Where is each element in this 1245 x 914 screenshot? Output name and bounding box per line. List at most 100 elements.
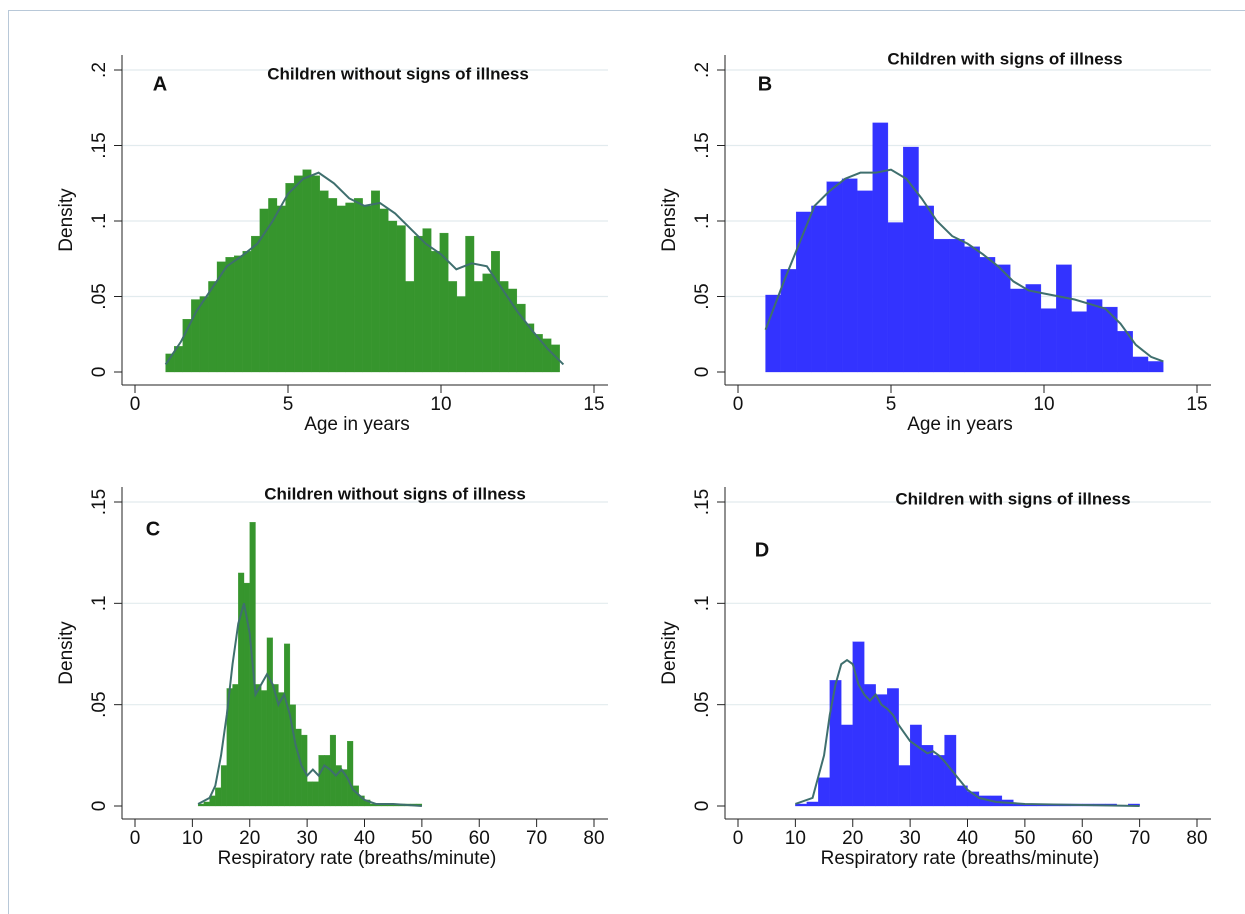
bar	[431, 251, 440, 373]
bar	[482, 273, 492, 373]
bar	[215, 787, 222, 807]
bar	[933, 238, 950, 373]
bar	[1056, 264, 1072, 373]
x-tick-label: 60	[1072, 828, 1093, 849]
panel: 0 .05 .1 .15 0 10 20 30 40 50 60 70 80 Respiratory ra…	[659, 487, 1211, 869]
y-tick-label: 0	[692, 801, 713, 812]
x-axis-label: Respiratory rate (breaths/minute)	[218, 848, 497, 869]
density-curve	[164, 171, 565, 366]
y-tick-label: .1	[89, 595, 110, 611]
bar	[979, 257, 996, 373]
y-axis-label: Density	[659, 188, 680, 252]
bar	[1040, 308, 1057, 373]
bar	[422, 228, 432, 373]
x-tick-label: 10	[1033, 394, 1054, 415]
bar	[388, 220, 398, 373]
bar	[191, 299, 201, 373]
x-tick-label: 30	[900, 828, 921, 849]
bar	[964, 246, 980, 373]
bar	[516, 303, 526, 373]
panel-letter: D	[755, 539, 769, 561]
bar	[319, 190, 329, 373]
x-tick-label: 40	[957, 828, 978, 849]
bar	[371, 190, 380, 373]
x-tick-label: 50	[411, 828, 432, 849]
x-tick-label: 15	[1186, 394, 1207, 415]
bar	[1025, 284, 1042, 373]
x-axis-label: Age in years	[907, 414, 1013, 435]
x-tick-label: 50	[1014, 828, 1035, 849]
y-tick-label: .1	[692, 595, 713, 611]
y-tick-label: .05	[89, 283, 110, 309]
density-curve	[764, 168, 1164, 363]
bar	[318, 755, 325, 807]
y-axis-label: Density	[56, 188, 77, 252]
x-tick-label: 10	[785, 828, 806, 849]
panel-letter: C	[146, 518, 160, 540]
bar	[328, 198, 338, 373]
x-tick-label: 5	[283, 394, 294, 415]
bar	[362, 205, 372, 373]
bar	[448, 281, 458, 373]
bar	[1101, 306, 1118, 373]
bar	[903, 146, 919, 373]
y-tick-label: .15	[692, 132, 713, 158]
panel-title: Children with signs of illness	[895, 489, 1130, 508]
bar	[276, 205, 286, 373]
bar	[293, 175, 303, 373]
bar	[872, 122, 889, 373]
bar	[233, 255, 243, 373]
panel: 0 .05 .1 .15 .2 0 5 10 15 Age in years Density Chil…	[56, 55, 608, 435]
bar	[765, 294, 781, 373]
bar	[818, 777, 830, 807]
density-curve	[197, 603, 422, 807]
x-tick-label: 40	[354, 828, 375, 849]
density-curve	[795, 658, 1140, 807]
x-tick-label: 20	[842, 828, 863, 849]
bar	[396, 225, 406, 373]
bar	[220, 765, 227, 807]
y-tick-label: .05	[89, 691, 110, 717]
bar	[795, 211, 812, 373]
panel: 0 .05 .1 .15 .2 0 5 10 15 Age in years Density Chil…	[659, 49, 1211, 435]
y-tick-label: .2	[692, 62, 713, 78]
y-tick-label: 0	[692, 367, 713, 378]
y-tick-label: 0	[89, 367, 110, 378]
bar	[898, 765, 911, 807]
bar	[199, 296, 209, 373]
y-tick-label: .15	[89, 489, 110, 515]
bar	[852, 641, 865, 807]
bar	[1071, 311, 1087, 373]
bar	[353, 198, 363, 373]
bar	[232, 684, 239, 807]
y-tick-label: .05	[692, 283, 713, 309]
bar	[306, 781, 314, 807]
bar	[285, 183, 295, 373]
panel-letter: B	[758, 73, 772, 95]
x-tick-label: 0	[130, 394, 141, 415]
bar	[413, 235, 423, 373]
bar	[841, 178, 858, 373]
x-axis-label: Age in years	[304, 414, 410, 435]
panel: 0 .05 .1 .15 0 10 20 30 40 50 60 70 80 Respiratory ra…	[56, 484, 608, 869]
y-tick-label: .1	[692, 213, 713, 229]
x-tick-label: 60	[469, 828, 490, 849]
bar	[347, 740, 354, 807]
bar	[932, 755, 945, 807]
bar	[948, 238, 965, 373]
bar	[551, 344, 560, 373]
bar	[875, 694, 888, 807]
bar	[857, 190, 873, 373]
bar	[261, 690, 268, 807]
y-axis-label: Density	[659, 621, 680, 685]
bar	[182, 318, 192, 373]
x-tick-label: 5	[886, 394, 897, 415]
y-tick-label: .15	[692, 489, 713, 515]
bar	[266, 637, 273, 807]
bar	[841, 724, 853, 807]
y-axis-label: Density	[56, 621, 77, 685]
bar	[324, 755, 331, 807]
x-tick-label: 20	[239, 828, 260, 849]
x-tick-label: 80	[583, 828, 604, 849]
bar	[312, 781, 319, 807]
